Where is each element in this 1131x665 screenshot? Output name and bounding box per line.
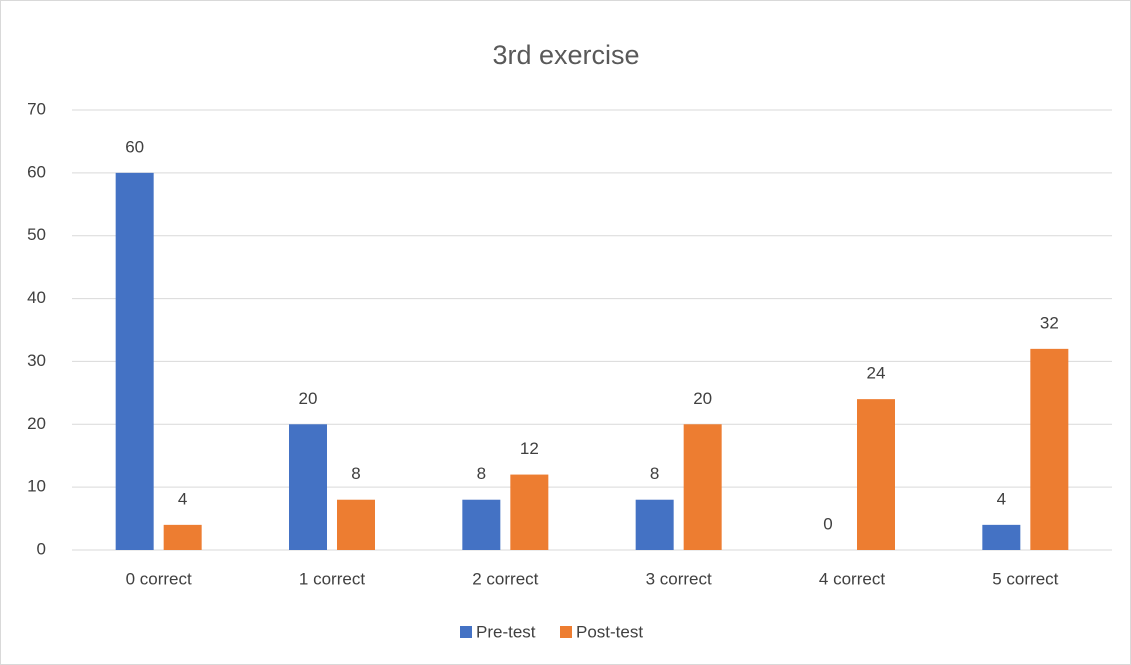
x-tick-label: 0 correct <box>126 569 192 588</box>
legend-swatch <box>460 626 472 638</box>
x-tick-label: 5 correct <box>992 569 1058 588</box>
bar <box>683 424 722 550</box>
bar <box>163 524 202 550</box>
y-tick-label: 20 <box>27 414 46 433</box>
bar <box>1030 348 1069 550</box>
data-label: 32 <box>1040 313 1059 332</box>
bar <box>337 499 375 550</box>
x-tick-label: 2 correct <box>472 569 538 588</box>
data-label: 8 <box>650 464 659 483</box>
y-tick-label: 70 <box>27 99 46 118</box>
data-label: 60 <box>125 137 144 156</box>
y-tick-label: 10 <box>27 477 46 496</box>
y-tick-label: 60 <box>27 162 46 181</box>
x-tick-label: 1 correct <box>299 569 365 588</box>
data-label: 20 <box>693 389 712 408</box>
legend-swatch <box>560 626 572 638</box>
data-label: 24 <box>867 364 886 383</box>
legend-label: Post-test <box>576 622 643 641</box>
data-label: 0 <box>823 514 832 533</box>
chart-title: 3rd exercise <box>492 40 639 70</box>
data-label: 8 <box>477 464 486 483</box>
x-tick-label: 4 correct <box>819 569 885 588</box>
bar <box>982 524 1021 550</box>
y-tick-label: 30 <box>27 351 46 370</box>
y-tick-label: 0 <box>37 539 46 558</box>
data-label: 4 <box>178 489 187 508</box>
bar <box>857 399 895 550</box>
bar <box>510 474 549 550</box>
legend-label: Pre-test <box>476 622 536 641</box>
x-tick-label: 3 correct <box>646 569 712 588</box>
data-label: 12 <box>520 439 539 458</box>
data-label: 8 <box>351 464 360 483</box>
data-label: 20 <box>299 389 318 408</box>
bar <box>115 172 154 550</box>
bar <box>289 424 327 550</box>
data-label: 4 <box>997 489 1006 508</box>
bar <box>462 499 501 550</box>
bar <box>635 499 674 550</box>
y-tick-label: 50 <box>27 225 46 244</box>
y-tick-label: 40 <box>27 288 46 307</box>
